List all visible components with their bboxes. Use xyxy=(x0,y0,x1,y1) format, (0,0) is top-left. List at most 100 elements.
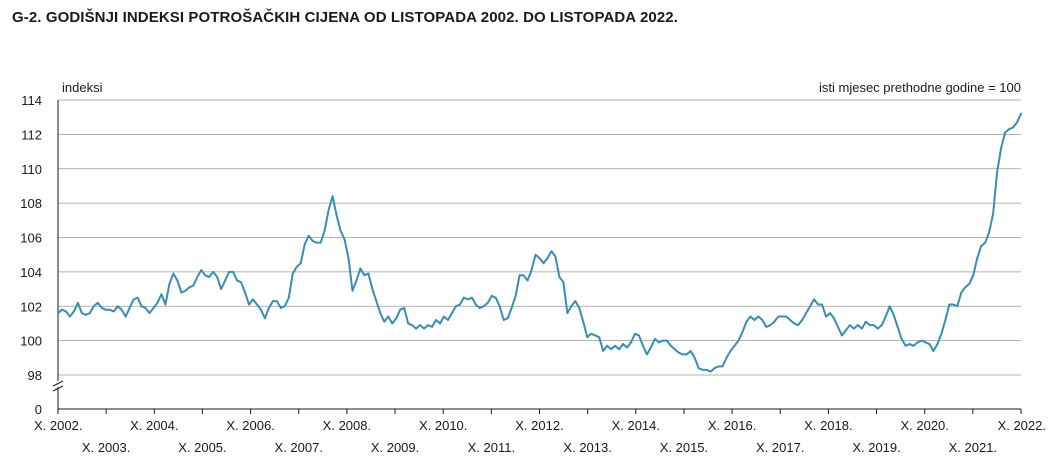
data-point xyxy=(482,305,485,308)
data-point xyxy=(1004,131,1006,134)
data-point xyxy=(876,327,879,330)
data-point xyxy=(311,240,314,242)
data-point xyxy=(148,312,151,315)
data-point xyxy=(928,343,931,345)
data-point xyxy=(522,274,525,277)
data-point xyxy=(383,320,386,323)
data-point xyxy=(399,308,402,311)
x-tick-label: X. 2021. xyxy=(949,440,997,455)
data-point xyxy=(248,303,250,306)
data-point xyxy=(769,324,772,327)
data-point xyxy=(252,298,254,301)
data-point xyxy=(275,300,278,302)
data-point xyxy=(459,303,461,306)
data-point xyxy=(92,305,95,308)
base-note: isti mjesec prethodne godine = 100 xyxy=(819,80,1021,95)
data-point xyxy=(347,257,350,260)
x-tick-label: X. 2010. xyxy=(419,418,467,433)
data-point xyxy=(944,319,947,321)
data-point xyxy=(176,279,179,282)
data-point xyxy=(574,300,577,302)
data-point xyxy=(423,327,425,330)
data-point xyxy=(61,308,63,311)
x-tick-label: X. 2004. xyxy=(130,418,178,433)
data-point xyxy=(765,325,768,328)
data-point xyxy=(821,303,823,306)
data-point xyxy=(268,307,270,309)
data-point xyxy=(693,356,696,359)
data-point xyxy=(188,286,191,289)
data-point xyxy=(184,289,187,292)
data-point xyxy=(1020,112,1022,115)
data-point xyxy=(948,303,951,306)
data-point xyxy=(586,336,589,339)
data-point xyxy=(443,315,445,318)
x-tick-label: X. 2007. xyxy=(275,440,323,455)
data-point xyxy=(713,367,716,370)
x-tick-label: X. 2006. xyxy=(226,418,274,433)
x-tick-label: X. 2016. xyxy=(708,418,756,433)
x-axis: X. 2002.X. 2003.X. 2004.X. 2005.X. 2006.… xyxy=(34,100,1046,455)
data-point xyxy=(80,312,83,315)
data-point xyxy=(856,324,859,327)
data-point xyxy=(411,324,414,327)
data-point xyxy=(240,281,242,284)
data-point xyxy=(737,339,740,342)
x-tick-label: X. 2009. xyxy=(371,440,419,455)
data-point xyxy=(757,315,760,318)
data-point xyxy=(283,305,286,308)
data-point xyxy=(745,320,748,323)
data-point xyxy=(371,288,374,290)
data-point xyxy=(538,257,541,260)
data-point xyxy=(650,346,652,349)
data-point xyxy=(932,350,935,352)
y-tick-label: 104 xyxy=(20,265,42,280)
data-point xyxy=(809,305,811,308)
x-tick-label: X. 2008. xyxy=(323,418,371,433)
data-point xyxy=(502,319,505,321)
data-point xyxy=(200,269,203,272)
data-point xyxy=(387,315,390,318)
data-point xyxy=(654,338,656,340)
data-point xyxy=(470,296,473,299)
data-point xyxy=(180,291,183,294)
data-point xyxy=(733,344,736,347)
data-point xyxy=(868,324,871,327)
data-point xyxy=(307,234,310,237)
data-point xyxy=(781,315,784,318)
data-point xyxy=(872,324,875,327)
data-point xyxy=(291,272,294,275)
x-tick-label: X. 2003. xyxy=(82,440,130,455)
data-point xyxy=(478,307,481,309)
data-point xyxy=(439,322,441,325)
data-point xyxy=(626,346,628,349)
data-point xyxy=(144,307,147,309)
axis-break-mark xyxy=(52,380,64,387)
data-point xyxy=(236,279,238,282)
data-point xyxy=(884,315,887,318)
data-point xyxy=(447,319,449,321)
data-point xyxy=(833,317,835,320)
data-point xyxy=(725,356,728,359)
data-point xyxy=(657,341,660,344)
data-point xyxy=(367,272,370,275)
data-point xyxy=(665,339,668,342)
data-point xyxy=(936,343,939,345)
data-point xyxy=(120,308,123,311)
data-point xyxy=(956,305,959,308)
data-point xyxy=(208,276,211,278)
data-point xyxy=(518,274,521,277)
x-tick-label: X. 2005. xyxy=(178,440,226,455)
data-point xyxy=(88,312,91,315)
data-point xyxy=(128,307,131,309)
data-point xyxy=(610,348,613,351)
data-point xyxy=(77,301,79,304)
data-point xyxy=(466,298,469,301)
data-point xyxy=(546,257,549,260)
data-point xyxy=(156,301,159,304)
chart-title: G-2. GODIŠNJI INDEKSI POTROŠAČKIH CIJENA… xyxy=(12,9,678,26)
data-point xyxy=(526,279,529,282)
data-point xyxy=(924,341,927,344)
data-point xyxy=(160,293,163,296)
